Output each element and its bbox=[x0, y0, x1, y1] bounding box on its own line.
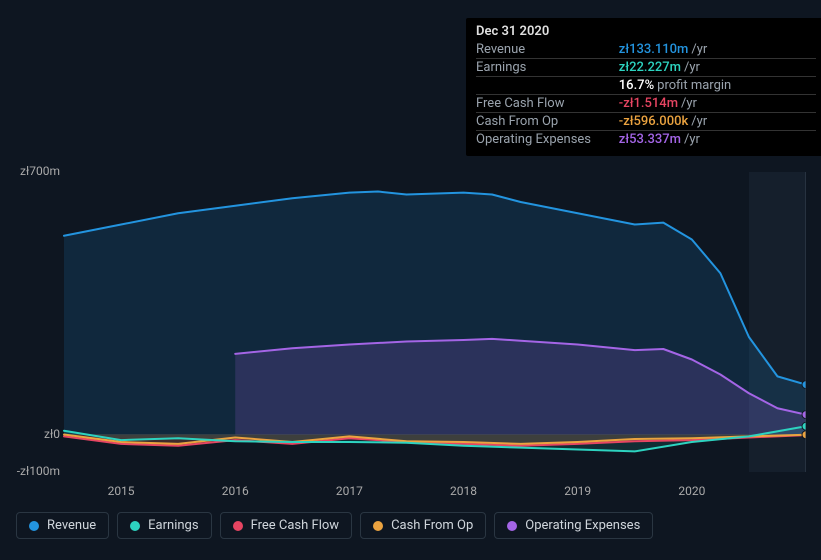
tooltip-row-label: Earnings bbox=[476, 59, 619, 77]
x-axis-tick: 2016 bbox=[222, 484, 249, 498]
legend-item[interactable]: Earnings bbox=[117, 512, 211, 539]
chart-svg bbox=[16, 152, 806, 502]
chart-legend: Revenue Earnings Free Cash Flow Cash From O… bbox=[16, 512, 653, 539]
legend-label: Revenue bbox=[47, 518, 96, 533]
tooltip-row-value: 16.7%profit margin bbox=[619, 77, 816, 95]
y-axis-tick: zł0 bbox=[16, 427, 60, 441]
tooltip-row-label: Free Cash Flow bbox=[476, 95, 619, 113]
x-axis-tick: 2015 bbox=[108, 484, 135, 498]
legend-label: Free Cash Flow bbox=[251, 518, 339, 533]
tooltip-row-value: -zł596.000k/yr bbox=[619, 113, 816, 131]
y-axis-tick: -zł100m bbox=[16, 464, 60, 478]
legend-item[interactable]: Operating Expenses bbox=[494, 512, 653, 539]
legend-label: Earnings bbox=[148, 518, 198, 533]
financials-chart[interactable]: zł700m zł0 -zł100m 2015 2016 2017 2018 2019 202… bbox=[16, 152, 806, 502]
tooltip-table: Revenuezł133.110m/yrEarningszł22.227m/yr… bbox=[476, 41, 816, 148]
legend-dot bbox=[233, 521, 243, 531]
legend-item[interactable]: Free Cash Flow bbox=[220, 512, 352, 539]
x-axis-tick: 2019 bbox=[564, 484, 591, 498]
tooltip-row-value: zł133.110m/yr bbox=[619, 41, 816, 59]
legend-dot bbox=[130, 521, 140, 531]
tooltip-date: Dec 31 2020 bbox=[476, 24, 816, 41]
hover-tooltip: Dec 31 2020 Revenuezł133.110m/yrEarnings… bbox=[466, 18, 821, 156]
legend-label: Cash From Op bbox=[391, 518, 473, 533]
tooltip-row-value: zł53.337m/yr bbox=[619, 131, 816, 149]
legend-item[interactable]: Cash From Op bbox=[360, 512, 486, 539]
tooltip-row-label: Revenue bbox=[476, 41, 619, 59]
tooltip-row-value: zł22.227m/yr bbox=[619, 59, 816, 77]
tooltip-row-value: -zł1.514m/yr bbox=[619, 95, 816, 113]
tooltip-row-label: Operating Expenses bbox=[476, 131, 619, 149]
legend-item[interactable]: Revenue bbox=[16, 512, 109, 539]
legend-dot bbox=[507, 521, 517, 531]
legend-dot bbox=[29, 521, 39, 531]
x-axis-tick: 2018 bbox=[450, 484, 477, 498]
x-axis-tick: 2020 bbox=[678, 484, 705, 498]
tooltip-row-label: Cash From Op bbox=[476, 113, 619, 131]
legend-dot bbox=[373, 521, 383, 531]
legend-label: Operating Expenses bbox=[525, 518, 640, 533]
y-axis-tick: zł700m bbox=[16, 164, 60, 178]
x-axis-tick: 2017 bbox=[336, 484, 363, 498]
tooltip-row-label bbox=[476, 77, 619, 95]
